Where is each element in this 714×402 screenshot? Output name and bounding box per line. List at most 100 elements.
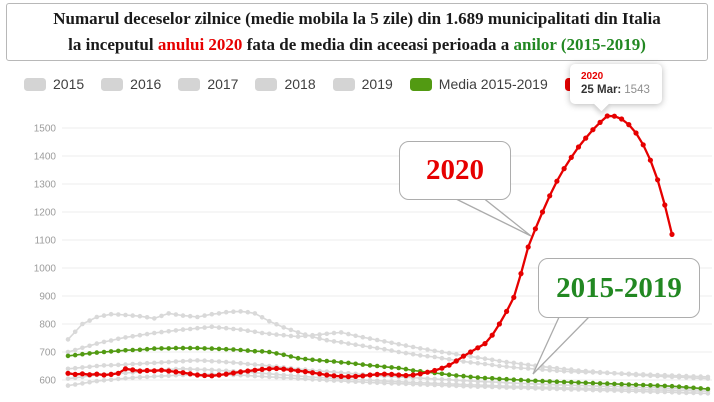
data-point-2017[interactable] (482, 356, 488, 361)
data-point-2017[interactable] (576, 368, 581, 373)
data-point-2018[interactable] (209, 367, 215, 373)
data-point-2020[interactable] (662, 202, 668, 208)
data-point-2020[interactable] (151, 368, 157, 374)
data-point-media-2015-2019[interactable] (130, 347, 135, 353)
data-point-2020[interactable] (568, 154, 574, 160)
data-point-2016[interactable] (238, 360, 243, 366)
data-point-2015[interactable] (425, 353, 430, 359)
data-point-2020[interactable] (94, 371, 100, 377)
data-point-2016[interactable] (489, 379, 495, 385)
data-point-2019[interactable] (605, 388, 610, 393)
data-point-2016[interactable] (439, 377, 445, 382)
data-point-2019[interactable] (569, 387, 574, 392)
data-point-2019[interactable] (676, 390, 682, 395)
data-point-2019[interactable] (583, 387, 588, 393)
data-point-2017[interactable] (403, 343, 409, 348)
data-point-2020[interactable] (331, 373, 337, 379)
data-point-2017[interactable] (288, 333, 294, 339)
data-point-2017[interactable] (159, 329, 164, 335)
data-point-2019[interactable] (94, 378, 100, 384)
data-point-2020[interactable] (496, 321, 502, 327)
data-point-2020[interactable] (187, 371, 193, 377)
data-point-2017[interactable] (281, 332, 287, 338)
data-point-2017[interactable] (597, 369, 603, 375)
data-point-2019[interactable] (648, 389, 653, 395)
data-point-2015[interactable] (180, 313, 186, 318)
data-point-2017[interactable] (619, 371, 624, 377)
data-point-2018[interactable] (65, 376, 71, 381)
data-point-2020[interactable] (482, 341, 488, 347)
data-point-2019[interactable] (116, 376, 121, 382)
data-point-media-2015-2019[interactable] (238, 347, 243, 353)
data-point-2017[interactable] (166, 329, 171, 334)
data-point-2020[interactable] (381, 371, 387, 377)
data-point-2017[interactable] (331, 330, 337, 336)
data-point-2019[interactable] (425, 382, 430, 388)
data-point-2015[interactable] (238, 309, 243, 314)
data-point-2016[interactable] (152, 360, 157, 366)
data-point-media-2015-2019[interactable] (274, 351, 279, 356)
data-point-2016[interactable] (116, 362, 121, 368)
data-point-2020[interactable] (295, 368, 301, 374)
data-point-2015[interactable] (116, 312, 121, 317)
data-point-2017[interactable] (180, 327, 186, 332)
data-point-media-2015-2019[interactable] (583, 380, 588, 386)
data-point-2017[interactable] (252, 329, 258, 335)
data-point-2017[interactable] (231, 326, 236, 332)
data-point-2017[interactable] (396, 341, 402, 347)
data-point-2015[interactable] (489, 362, 495, 368)
data-point-2016[interactable] (475, 379, 481, 384)
data-point-2016[interactable] (187, 358, 193, 363)
data-point-2019[interactable] (590, 387, 596, 393)
data-point-2017[interactable] (259, 330, 265, 336)
data-point-2017[interactable] (173, 328, 179, 333)
data-point-media-2015-2019[interactable] (612, 381, 617, 387)
data-point-2019[interactable] (691, 390, 696, 396)
data-point-media-2015-2019[interactable] (295, 355, 301, 361)
data-point-2020[interactable] (475, 345, 481, 351)
legend-item-2015[interactable]: 2015 (24, 76, 84, 92)
data-point-2020[interactable] (194, 372, 200, 378)
data-point-media-2015-2019[interactable] (533, 378, 538, 384)
data-point-2015[interactable] (317, 336, 322, 341)
data-point-2017[interactable] (353, 333, 358, 339)
data-point-2019[interactable] (317, 377, 322, 383)
data-point-2020[interactable] (374, 371, 380, 377)
data-point-2019[interactable] (497, 385, 502, 390)
data-point-2015[interactable] (166, 311, 171, 316)
data-point-2015[interactable] (374, 345, 380, 351)
data-point-2019[interactable] (403, 381, 409, 387)
data-point-2020[interactable] (424, 369, 431, 375)
data-point-2017[interactable] (310, 332, 315, 338)
data-point-2019[interactable] (482, 384, 488, 390)
data-point-2019[interactable] (310, 377, 315, 382)
data-point-media-2015-2019[interactable] (461, 373, 466, 379)
data-point-2016[interactable] (259, 362, 265, 368)
data-point-2017[interactable] (439, 349, 445, 355)
data-point-2017[interactable] (101, 339, 107, 345)
data-point-2020[interactable] (518, 271, 524, 277)
data-point-2020[interactable] (65, 370, 71, 376)
data-point-2020[interactable] (647, 157, 654, 163)
data-point-2015[interactable] (525, 366, 531, 371)
data-point-media-2015-2019[interactable] (684, 385, 689, 390)
data-point-2016[interactable] (80, 365, 85, 370)
data-point-2017[interactable] (187, 326, 193, 332)
data-point-media-2015-2019[interactable] (353, 361, 358, 367)
data-point-2020[interactable] (655, 177, 661, 183)
data-point-2017[interactable] (454, 351, 459, 357)
data-point-media-2015-2019[interactable] (209, 346, 215, 351)
data-point-2017[interactable] (346, 331, 351, 337)
data-point-media-2015-2019[interactable] (252, 348, 258, 354)
data-point-2019[interactable] (461, 383, 466, 389)
data-point-media-2015-2019[interactable] (317, 358, 322, 363)
data-point-2017[interactable] (238, 327, 243, 332)
data-point-2020[interactable] (460, 353, 467, 359)
data-point-2017[interactable] (612, 371, 617, 376)
data-point-2020[interactable] (590, 127, 596, 133)
data-point-media-2015-2019[interactable] (331, 359, 337, 364)
data-point-2020[interactable] (547, 193, 553, 199)
data-point-media-2015-2019[interactable] (691, 385, 696, 391)
data-point-2020[interactable] (115, 370, 121, 376)
data-point-media-2015-2019[interactable] (446, 372, 452, 378)
